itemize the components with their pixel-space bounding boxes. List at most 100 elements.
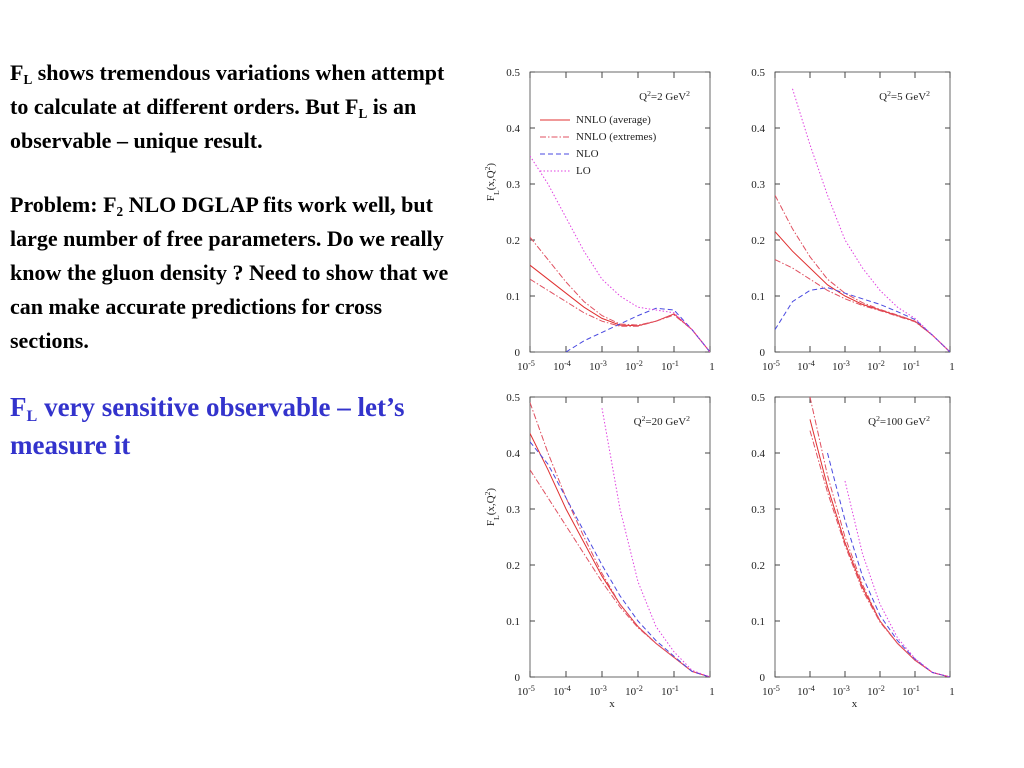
panel: 00.10.20.30.40.510-5 10-4 10-3 10-2 10-1 1Q2=… bbox=[751, 67, 955, 373]
text-segment: L bbox=[492, 190, 501, 195]
chart-title: Q2=5 GeV2 bbox=[879, 89, 930, 104]
frame bbox=[774, 71, 951, 353]
text-segment: F bbox=[485, 520, 497, 526]
y-tick-label: 0.2 bbox=[506, 235, 520, 247]
y-tick-label: 0.4 bbox=[751, 123, 765, 135]
text-segment: Q bbox=[639, 91, 647, 103]
x-tick-label: 10-1 bbox=[661, 359, 679, 374]
series-line bbox=[827, 452, 950, 677]
text-segment: =20 GeV bbox=[645, 416, 686, 428]
frame bbox=[774, 396, 951, 678]
series-line bbox=[775, 287, 950, 352]
text-segment: 2 bbox=[483, 491, 492, 495]
series-line bbox=[809, 419, 950, 677]
x-tick-label: 10-4 bbox=[553, 684, 571, 699]
text-segment: 2 bbox=[887, 89, 891, 98]
x-tick-label: 1 bbox=[949, 361, 955, 373]
legend-label: LO bbox=[576, 165, 591, 177]
series-line bbox=[530, 264, 710, 352]
chart-title: Q2=20 GeV2 bbox=[634, 414, 691, 429]
x-tick-label: 10-5 bbox=[762, 359, 780, 374]
x-tick-exp: -1 bbox=[913, 359, 920, 368]
series-line bbox=[530, 236, 710, 352]
x-tick-label: 10-5 bbox=[762, 684, 780, 699]
y-tick-label: 0 bbox=[760, 672, 766, 684]
y-tick-label: 0.4 bbox=[506, 448, 520, 460]
x-tick-base: 10 bbox=[661, 361, 673, 373]
text-segment: (x,Q bbox=[485, 495, 497, 515]
x-tick-exp: -5 bbox=[773, 684, 780, 693]
text-segment: shows tremendous variations when attempt… bbox=[10, 60, 445, 119]
text-segment: =2 GeV bbox=[651, 91, 686, 103]
x-tick-exp: -5 bbox=[773, 359, 780, 368]
series-line bbox=[565, 307, 710, 352]
text-segment: is an observable – unique result. bbox=[10, 94, 417, 153]
y-tick-label: 0.5 bbox=[751, 67, 765, 79]
y-axis-label: FL(x,Q2) bbox=[483, 488, 501, 527]
text-segment: 2 bbox=[876, 414, 880, 423]
x-tick-base: 10 bbox=[902, 686, 914, 698]
y-tick-label: 0.5 bbox=[506, 392, 520, 404]
paragraph: FL very sensitive observable – let’s mea… bbox=[10, 388, 455, 464]
x-tick-base: 10 bbox=[867, 361, 879, 373]
legend-label: NNLO (average) bbox=[576, 114, 651, 126]
text-segment: Problem: F bbox=[10, 192, 117, 217]
y-tick-label: 0.3 bbox=[506, 179, 520, 191]
x-tick-base: 10 bbox=[517, 361, 529, 373]
x-tick-base: 10 bbox=[553, 361, 565, 373]
x-tick-exp: -1 bbox=[672, 359, 679, 368]
x-tick-exp: -3 bbox=[600, 359, 607, 368]
x-tick-base: 10 bbox=[589, 686, 601, 698]
y-tick-label: 0.3 bbox=[751, 179, 765, 191]
text-segment: 2 bbox=[686, 89, 690, 98]
y-tick-label: 0.4 bbox=[751, 448, 765, 460]
frame bbox=[529, 71, 711, 353]
y-tick-label: 0.3 bbox=[751, 504, 765, 516]
y-tick-label: 0.5 bbox=[751, 392, 765, 404]
chart-title: Q2=100 GeV2 bbox=[868, 414, 930, 429]
x-tick-base: 10 bbox=[553, 686, 565, 698]
series-line bbox=[530, 433, 710, 677]
x-tick-base: 10 bbox=[589, 361, 601, 373]
x-tick-label: 10-4 bbox=[797, 684, 815, 699]
panel: 00.10.20.30.40.510-5 10-4 10-3 10-2 10-1 1Q2=… bbox=[483, 67, 715, 373]
x-tick-exp: -5 bbox=[528, 684, 535, 693]
text-segment: 2 bbox=[116, 203, 124, 219]
x-tick-base: 10 bbox=[762, 686, 774, 698]
x-tick-base: 10 bbox=[517, 686, 529, 698]
text-segment: =5 GeV bbox=[891, 91, 926, 103]
text-segment: very sensitive observable – let’s measur… bbox=[10, 392, 405, 460]
text-segment: F bbox=[485, 195, 497, 201]
text-segment: ) bbox=[485, 163, 497, 167]
x-tick-exp: -2 bbox=[636, 359, 643, 368]
paragraph: FL shows tremendous variations when atte… bbox=[10, 56, 455, 158]
chart-title: Q2=2 GeV2 bbox=[639, 89, 690, 104]
text-segment: L bbox=[26, 406, 38, 425]
text-segment: L bbox=[492, 515, 501, 520]
series-line bbox=[530, 441, 710, 677]
x-tick-label: 10-4 bbox=[797, 359, 815, 374]
x-tick-exp: -2 bbox=[636, 684, 643, 693]
x-tick-label: 10-2 bbox=[867, 359, 885, 374]
x-tick-base: 10 bbox=[762, 361, 774, 373]
x-axis-label: x bbox=[852, 698, 858, 710]
x-tick-base: 10 bbox=[797, 361, 809, 373]
x-tick-base: 10 bbox=[661, 686, 673, 698]
y-tick-label: 0.1 bbox=[751, 291, 765, 303]
x-tick-label: 10-2 bbox=[867, 684, 885, 699]
text-segment: (x,Q bbox=[485, 170, 497, 190]
x-tick-exp: -1 bbox=[672, 684, 679, 693]
series-line bbox=[775, 231, 950, 352]
x-tick-label: 10-3 bbox=[832, 684, 850, 699]
text-segment: NLO DGLAP fits work well, but large numb… bbox=[10, 192, 449, 353]
series-line bbox=[601, 408, 710, 677]
y-tick-label: 0.2 bbox=[751, 235, 765, 247]
y-tick-label: 0 bbox=[760, 347, 766, 359]
panel: 00.10.20.30.40.510-5 10-4 10-3 10-2 10-1 1Q2=… bbox=[483, 392, 715, 710]
x-tick-label: 10-1 bbox=[902, 359, 920, 374]
y-tick-label: 0.4 bbox=[506, 123, 520, 135]
x-tick-label: 10-5 bbox=[517, 684, 535, 699]
series-line bbox=[844, 480, 950, 677]
text-segment: L bbox=[358, 105, 368, 121]
